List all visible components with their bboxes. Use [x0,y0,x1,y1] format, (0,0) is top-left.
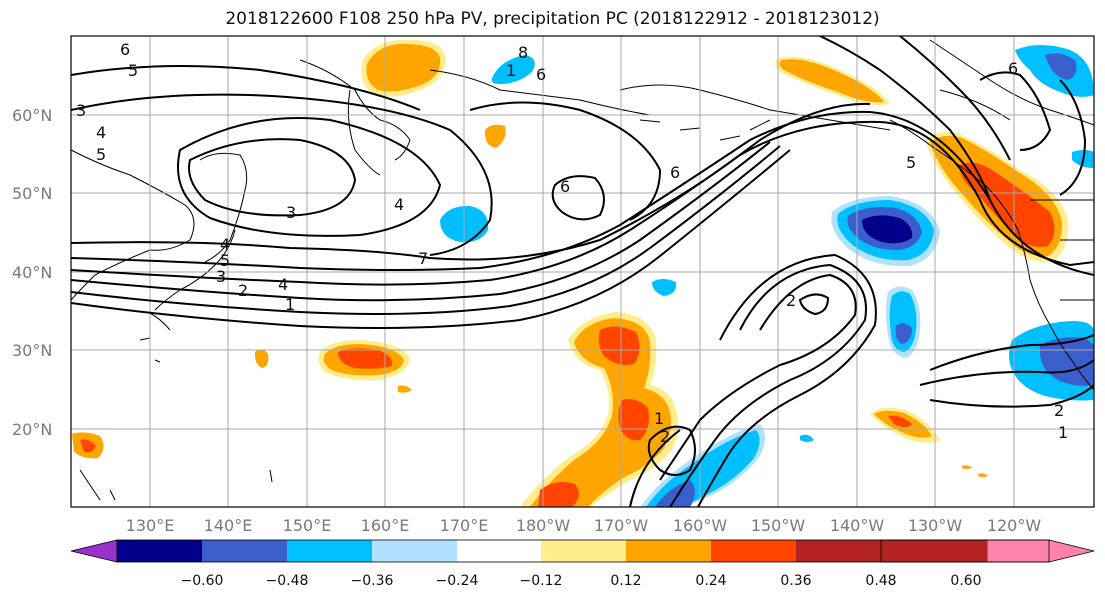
colorbar-segment [626,540,711,562]
contour-label: 5 [220,251,230,270]
lon-label: 130°E [126,516,175,535]
colorbar-tick-label: −0.24 [436,573,479,589]
lon-label: 160°E [361,516,410,535]
precipitation-shading [72,39,1094,507]
contour-label: 1 [654,409,664,428]
contour-label: 3 [286,203,296,222]
contour-label: 2 [1054,401,1064,420]
colorbar-tick-label: −0.60 [181,573,224,589]
lon-label: 150°E [283,516,332,535]
lon-label: 140°W [830,516,885,535]
contour-label: 1 [1058,423,1068,442]
contour-label: 5 [96,145,106,164]
colorbar-extend-right [880,539,1095,563]
contour-label: 6 [560,177,570,196]
contour-label: 6 [536,65,546,84]
contour-label: 8 [518,43,528,62]
colorbar-tick-label: −0.36 [351,573,394,589]
contour-label: 6 [670,163,680,182]
lat-label: 50°N [12,184,52,203]
colorbar-tick-label: 0.60 [950,573,981,589]
colorbar-segment [541,540,626,562]
contour-label: 3 [76,101,86,120]
contour-label: 7 [418,249,428,268]
contour-label: 3 [216,267,226,286]
lon-label: 170°W [594,516,649,535]
lon-label: 150°W [751,516,806,535]
colorbar-outline [116,539,1050,563]
colorbar: −0.60 −0.48 −0.36 −0.24 −0.12 0.12 0.24 … [70,539,1095,589]
colorbar-segment [202,540,287,562]
contour-label: 1 [285,295,295,314]
longitude-labels: 130°E 140°E 150°E 160°E 170°E 180°W 170°… [126,516,1042,535]
colorbar-segment [711,540,796,562]
contour-label: 1 [506,61,516,80]
contour-label: 4 [220,235,230,254]
lon-label: 180°W [516,516,571,535]
lat-label: 20°N [12,420,52,439]
colorbar-segment [796,540,881,562]
colorbar-tick-label: −0.48 [266,573,309,589]
contour-label: 5 [128,61,138,80]
contour-labels: 6 5 4 5 3 3 4 7 5 4 3 2 1 4 1 8 6 6 6 5 … [76,40,1068,446]
colorbar-tick-label: 0.24 [695,573,726,589]
colorbar-segment [372,540,457,562]
map-title: 2018122600 F108 250 hPa PV, precipitatio… [225,9,880,29]
colorbar-tick-label: 0.48 [865,573,896,589]
contour-label: 4 [278,275,288,294]
colorbar-segment [287,540,372,562]
lat-label: 40°N [12,263,52,282]
colorbar-segment [457,540,541,562]
lon-label: 160°W [673,516,728,535]
lat-label: 30°N [12,341,52,360]
pv-contours [71,36,1094,507]
contour-label: 2 [786,291,796,310]
colorbar-tick-label: −0.12 [520,573,563,589]
lon-label: 130°W [908,516,963,535]
colorbar-extend-left [70,539,118,563]
contour-label: 5 [906,153,916,172]
lat-label: 60°N [12,106,52,125]
colorbar-segment [117,540,202,562]
contour-label: 4 [394,195,404,214]
contour-label: 2 [660,427,670,446]
contour-label: 4 [96,123,106,142]
map-frame [70,35,1095,508]
contour-label: 6 [1008,59,1018,78]
latitude-labels: 60°N 50°N 40°N 30°N 20°N [12,106,52,439]
lon-label: 140°E [204,516,253,535]
lon-label: 170°E [440,516,489,535]
contour-label: 6 [120,40,130,59]
contour-label: 2 [238,281,248,300]
lon-label: 120°W [987,516,1042,535]
colorbar-tick-label: 0.12 [610,573,641,589]
colorbar-tick-label: 0.36 [780,573,811,589]
